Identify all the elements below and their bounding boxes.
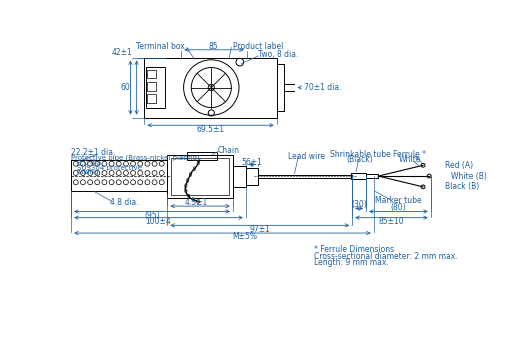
Text: Lead wire: Lead wire — [288, 151, 325, 161]
Text: Terminal box: Terminal box — [136, 42, 184, 51]
Text: Red (A): Red (A) — [445, 161, 473, 170]
Text: Chain: Chain — [218, 146, 240, 155]
Text: 97±1: 97±1 — [249, 225, 270, 234]
Text: 4.5±1: 4.5±1 — [185, 198, 209, 207]
Text: 22.2±1 dia.: 22.2±1 dia. — [71, 148, 116, 157]
Bar — [171, 159, 229, 195]
Text: Black (B): Black (B) — [445, 183, 479, 191]
Text: 85: 85 — [209, 42, 219, 51]
Text: M±5%: M±5% — [233, 233, 258, 241]
Text: Shrinkable tube: Shrinkable tube — [329, 150, 390, 159]
Text: 56±1: 56±1 — [242, 158, 262, 167]
Text: (80): (80) — [391, 203, 406, 212]
Bar — [366, 174, 379, 178]
Text: White: White — [399, 155, 421, 164]
Text: Length: 9 mm max.: Length: 9 mm max. — [314, 258, 389, 267]
Bar — [147, 82, 156, 91]
Text: 60: 60 — [120, 83, 130, 92]
Bar — [147, 70, 156, 78]
Text: (95): (95) — [144, 211, 160, 220]
Bar — [187, 152, 218, 160]
Bar — [146, 67, 165, 108]
Text: Two, 8 dia.: Two, 8 dia. — [258, 50, 299, 59]
Text: 4.8 dia.: 4.8 dia. — [110, 198, 138, 207]
Bar — [351, 173, 366, 179]
Text: tubing: tubing — [77, 169, 100, 175]
Text: White (B): White (B) — [451, 172, 487, 180]
Text: 69.5±1: 69.5±1 — [196, 125, 224, 134]
Bar — [233, 166, 246, 187]
Text: 85±10: 85±10 — [379, 217, 404, 226]
Text: 42±1: 42±1 — [112, 48, 133, 57]
Bar — [246, 168, 258, 185]
Text: 100±4: 100±4 — [145, 217, 171, 226]
Text: 70±1 dia.: 70±1 dia. — [304, 83, 341, 92]
Bar — [147, 94, 156, 103]
Text: * Ferrule Dimensions: * Ferrule Dimensions — [314, 245, 394, 255]
Text: 8.0 dia.: 8.0 dia. — [77, 160, 103, 166]
Text: Cross-sectional diameter: 2 mm max.: Cross-sectional diameter: 2 mm max. — [314, 252, 457, 261]
Text: Protective pipe (Brass-nickel plating): Protective pipe (Brass-nickel plating) — [71, 154, 200, 161]
Text: Ferrule *: Ferrule * — [393, 150, 427, 159]
Text: (Black): (Black) — [346, 155, 373, 164]
Bar — [167, 154, 233, 198]
Text: Marker tube: Marker tube — [375, 196, 422, 205]
Text: (30): (30) — [351, 200, 367, 209]
Bar — [144, 57, 277, 118]
Text: SUS304 protective: SUS304 protective — [77, 165, 142, 171]
Text: Product label: Product label — [233, 42, 283, 51]
